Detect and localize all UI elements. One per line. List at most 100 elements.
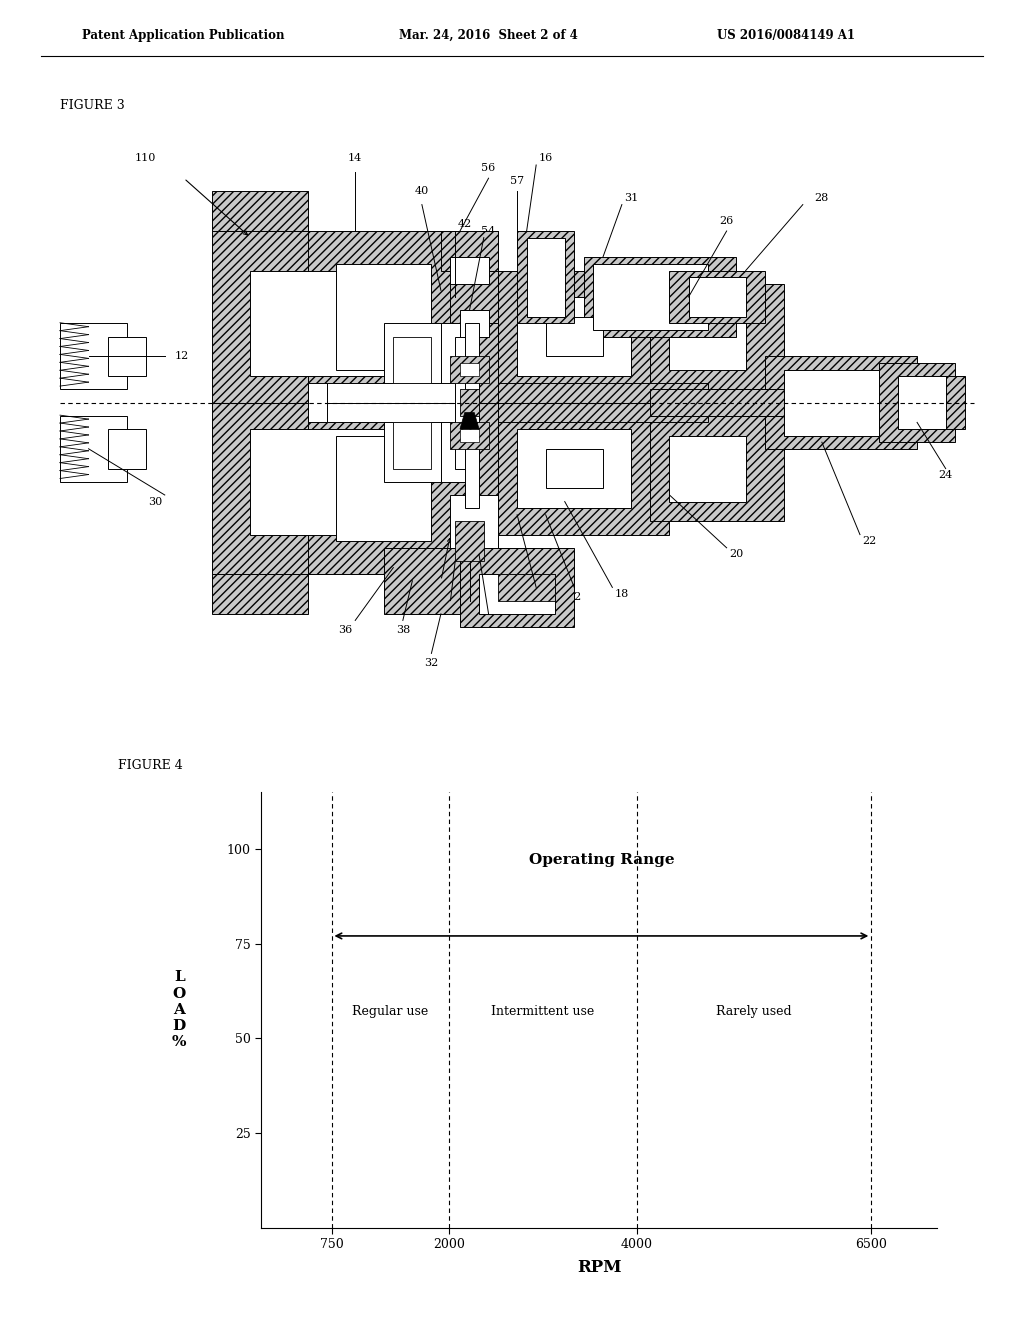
Text: 30: 30	[148, 496, 163, 507]
Bar	[212, 191, 307, 231]
Bar	[384, 323, 441, 389]
Bar	[60, 416, 127, 482]
Text: Rarely used: Rarely used	[716, 1006, 792, 1018]
Bar	[498, 403, 708, 422]
Text: FIGURE 4: FIGURE 4	[118, 759, 182, 772]
Text: 31: 31	[625, 193, 639, 203]
Bar	[460, 389, 479, 416]
Text: 22: 22	[862, 536, 877, 546]
Text: 38: 38	[395, 626, 410, 635]
Bar	[546, 449, 603, 488]
Bar	[498, 574, 555, 601]
Bar	[251, 271, 422, 376]
Text: 26: 26	[720, 216, 734, 226]
Bar	[456, 337, 474, 469]
Bar	[456, 521, 483, 561]
Text: 36: 36	[339, 626, 353, 635]
Text: 32: 32	[424, 659, 438, 668]
Bar	[441, 323, 469, 482]
Bar	[460, 310, 488, 337]
Bar	[783, 370, 879, 436]
Text: 57: 57	[510, 177, 524, 186]
Bar	[688, 277, 745, 317]
Text: L
O
A
D
%: L O A D %	[172, 970, 186, 1049]
Bar	[517, 297, 632, 376]
Bar	[212, 231, 479, 403]
Bar	[336, 436, 431, 541]
Bar	[765, 356, 918, 449]
Text: RPM: RPM	[577, 1259, 622, 1275]
Bar	[451, 495, 498, 548]
Bar	[517, 429, 632, 508]
Bar	[517, 231, 574, 323]
Bar	[451, 356, 488, 383]
Bar	[479, 574, 555, 614]
Bar	[584, 257, 736, 337]
Bar	[650, 284, 783, 389]
Bar	[670, 436, 745, 502]
Bar	[212, 403, 479, 574]
Text: Mar. 24, 2016  Sheet 2 of 4: Mar. 24, 2016 Sheet 2 of 4	[399, 29, 579, 42]
Bar	[393, 422, 431, 469]
Bar	[650, 416, 783, 521]
Bar	[441, 231, 498, 271]
Text: 18: 18	[614, 589, 629, 599]
Text: 48: 48	[424, 589, 438, 599]
Bar	[307, 231, 498, 403]
Text: FIGURE 3: FIGURE 3	[60, 99, 125, 112]
Text: 12: 12	[174, 351, 188, 362]
Text: 24: 24	[939, 470, 952, 480]
Text: 42: 42	[458, 219, 472, 230]
Text: 52: 52	[567, 593, 582, 602]
Bar	[460, 429, 479, 442]
Bar	[307, 403, 498, 574]
Bar	[498, 271, 670, 403]
Bar	[212, 574, 307, 614]
Polygon shape	[460, 412, 479, 429]
Bar	[898, 376, 946, 429]
Bar	[918, 376, 965, 429]
Bar	[670, 271, 765, 323]
Bar	[650, 389, 822, 416]
Bar	[451, 271, 498, 323]
Bar	[384, 416, 441, 482]
Text: US 2016/0084149 A1: US 2016/0084149 A1	[717, 29, 855, 42]
Text: Intermittent use: Intermittent use	[492, 1006, 594, 1018]
Bar	[460, 548, 574, 627]
Bar	[670, 304, 745, 370]
Text: 54: 54	[481, 226, 496, 236]
Bar	[393, 337, 431, 383]
Bar	[336, 264, 431, 370]
Text: 16: 16	[539, 153, 553, 164]
Text: 40: 40	[415, 186, 429, 197]
Bar	[108, 337, 145, 376]
Bar	[498, 383, 708, 403]
Bar	[60, 323, 127, 389]
Bar	[251, 429, 422, 535]
Bar	[465, 323, 479, 508]
Text: 14: 14	[348, 153, 362, 164]
Bar	[526, 238, 565, 317]
Bar	[593, 264, 708, 330]
Text: 28: 28	[815, 193, 829, 203]
Bar	[327, 403, 460, 422]
Bar	[384, 548, 537, 614]
Text: 44: 44	[463, 606, 476, 615]
Text: 46: 46	[443, 606, 458, 615]
Bar	[307, 383, 365, 422]
Text: 50: 50	[529, 593, 544, 602]
Bar	[108, 429, 145, 469]
Text: Regular use: Regular use	[352, 1006, 428, 1018]
Text: Operating Range: Operating Range	[528, 853, 674, 867]
Bar	[327, 383, 460, 403]
Bar	[451, 422, 488, 449]
Bar	[879, 363, 955, 442]
Bar	[546, 317, 603, 356]
Bar	[460, 363, 479, 376]
Text: 20: 20	[729, 549, 743, 560]
Text: 56: 56	[481, 164, 496, 173]
Text: 34: 34	[481, 619, 496, 628]
Text: 110: 110	[135, 153, 157, 164]
Bar	[451, 257, 488, 284]
Text: Patent Application Publication: Patent Application Publication	[82, 29, 285, 42]
